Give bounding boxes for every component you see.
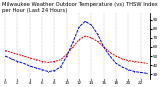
Text: Milwaukee Weather Outdoor Temperature (vs) THSW Index per Hour (Last 24 Hours): Milwaukee Weather Outdoor Temperature (v…: [2, 2, 158, 13]
